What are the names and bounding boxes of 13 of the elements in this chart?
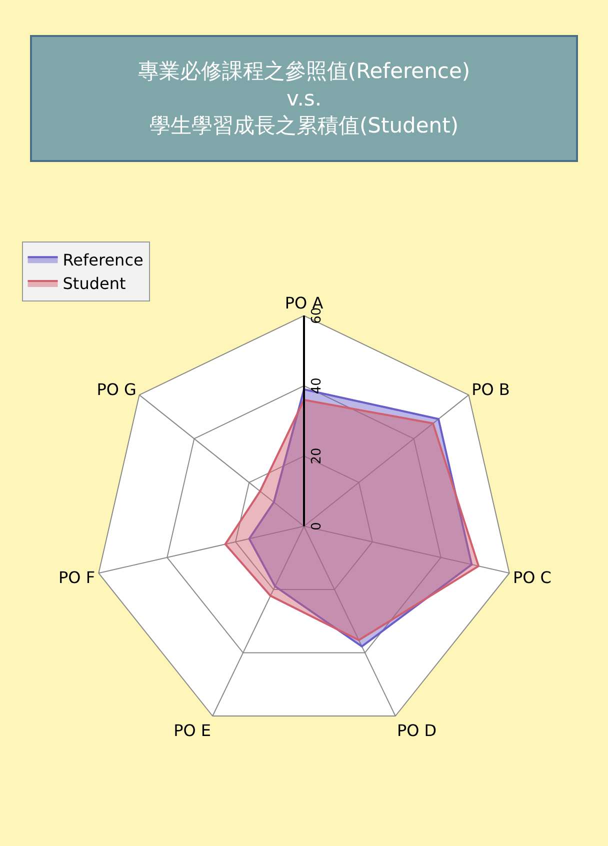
y-tick-label: 40	[310, 378, 325, 394]
legend-label: Reference	[62, 250, 144, 270]
spoke-label: PO F	[58, 568, 96, 587]
spoke-label: PO G	[96, 380, 136, 399]
legend-label: Student	[62, 274, 126, 294]
spoke-label: PO C	[512, 568, 552, 587]
spoke-label: PO B	[472, 380, 510, 399]
spoke-label: PO D	[396, 721, 437, 740]
chart-title: 專業必修課程之參照值(Reference) v.s. 學生學習成長之累積值(Student)	[138, 59, 470, 138]
y-tick-label: 20	[310, 448, 325, 464]
y-tick-label: 0	[310, 522, 325, 530]
y-tick-label: 60	[310, 307, 325, 324]
spoke-label: PO E	[174, 721, 212, 740]
